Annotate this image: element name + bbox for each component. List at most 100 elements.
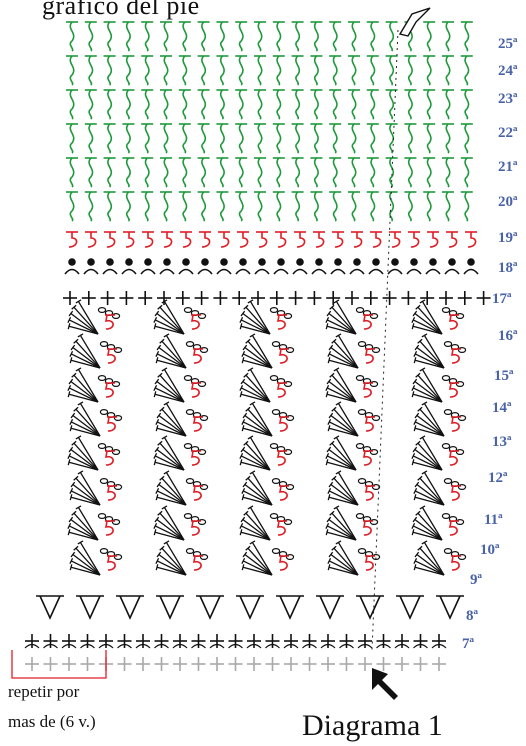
fan-stitch-group: [69, 540, 123, 576]
double-crochet-stitch: [235, 123, 248, 154]
single-crochet-stitch: [175, 291, 190, 305]
single-crochet-stitch: [63, 291, 77, 305]
fan-stitch-group: [327, 470, 381, 506]
fan-stitch-group: [411, 435, 465, 471]
row-label: 21ª: [498, 159, 518, 175]
row-label: 10ª: [480, 542, 500, 558]
double-crochet-stitch: [66, 21, 78, 52]
fan-stitch-group: [325, 435, 379, 471]
double-crochet-stitch: [235, 191, 248, 222]
double-crochet-stitch: [404, 191, 417, 222]
double-crochet-stitch: [423, 89, 436, 120]
fan-stitch-group: [69, 470, 123, 506]
bobble-stitch: [216, 258, 232, 275]
double-crochet-stitch: [291, 157, 304, 188]
double-crochet-stitch: [216, 157, 229, 188]
bobble-stitch: [349, 258, 365, 275]
fan-stitch-group: [155, 333, 209, 369]
bobble-stitch: [159, 258, 175, 275]
double-crochet-stitch: [178, 157, 191, 188]
post-stitch: [180, 231, 192, 248]
post-stitch: [218, 231, 230, 248]
v-stitch: [236, 595, 264, 620]
arrow-up-left-icon: [372, 668, 398, 700]
post-stitch: [313, 231, 325, 248]
row-label: 25ª: [498, 36, 518, 52]
red-puff-stitch: [365, 485, 375, 501]
double-crochet-stitch: [216, 21, 229, 52]
single-crochet-stitch: [432, 634, 446, 648]
fan-stitch-group: [69, 401, 123, 437]
fan-stitch-group: [413, 401, 467, 437]
double-crochet-stitch: [423, 55, 436, 86]
double-crochet-stitch: [178, 89, 191, 120]
double-crochet-stitch: [442, 21, 454, 52]
base-chain-stitch: [358, 657, 372, 671]
single-crochet-stitch: [251, 291, 265, 305]
double-crochet-stitch: [122, 89, 135, 120]
fan-stitch-group: [69, 333, 123, 369]
red-puff-stitch: [105, 314, 115, 330]
fan-stitch-group: [239, 367, 293, 403]
double-crochet-stitch: [235, 55, 248, 86]
double-crochet-stitch: [385, 55, 398, 86]
double-crochet-stitch: [254, 21, 266, 52]
single-crochet-stitch: [62, 634, 76, 648]
double-crochet-stitch: [272, 21, 285, 52]
double-crochet-stitch: [122, 55, 135, 86]
double-crochet-stitch: [348, 191, 360, 222]
fan-stitch-group: [155, 470, 209, 506]
base-chain-stitch: [173, 657, 187, 671]
single-crochet-stitch: [284, 634, 298, 648]
double-crochet-stitch: [291, 123, 304, 154]
double-crochet-stitch: [197, 89, 210, 120]
single-crochet-stitch: [382, 291, 397, 305]
post-stitch: [123, 231, 135, 248]
red-puff-stitch: [191, 314, 201, 330]
double-crochet-stitch: [197, 21, 210, 52]
single-crochet-stitch: [194, 291, 209, 305]
double-crochet-stitch: [216, 123, 229, 154]
red-puff-stitch: [365, 555, 375, 571]
bobble-stitch: [140, 258, 156, 275]
fan-stitch-group: [325, 367, 379, 403]
fan-stitch-group: [153, 435, 207, 471]
double-crochet-stitch: [404, 157, 417, 188]
single-crochet-stitch: [99, 634, 113, 648]
bobble-stitch: [83, 258, 99, 275]
post-stitch: [446, 231, 458, 248]
fan-stitch-group: [153, 505, 207, 541]
double-crochet-stitch: [103, 157, 116, 188]
double-crochet-stitch: [348, 123, 360, 154]
repeat-note-line1: repetir por: [8, 682, 80, 701]
bobble-stitch: [254, 258, 270, 275]
double-crochet-stitch: [103, 123, 116, 154]
double-crochet-stitch: [423, 191, 436, 222]
arrow-down-right-outline-icon: [398, 7, 431, 37]
double-crochet-stitch: [291, 21, 304, 52]
row-label: 7ª: [462, 636, 475, 652]
double-crochet-stitch: [122, 123, 135, 154]
red-puff-stitch: [191, 382, 201, 398]
double-crochet-stitch: [291, 89, 304, 120]
red-puff-stitch: [279, 348, 289, 364]
diagram-title: Diagrama 1: [302, 709, 443, 742]
double-crochet-stitch: [160, 55, 172, 86]
v-stitch: [436, 595, 464, 620]
fan-stitch-group: [413, 333, 467, 369]
double-crochet-stitch: [348, 89, 360, 120]
base-chain-stitch: [228, 657, 243, 671]
double-crochet-stitch: [310, 191, 323, 222]
double-crochet-stitch: [103, 191, 116, 222]
double-crochet-stitch: [366, 21, 379, 52]
double-crochet-stitch: [404, 123, 417, 154]
double-crochet-stitch: [141, 55, 154, 86]
single-crochet-stitch: [136, 634, 150, 648]
double-crochet-stitch: [141, 157, 154, 188]
repeat-bracket: [11, 650, 107, 679]
double-crochet-stitch: [254, 55, 266, 86]
red-puff-stitch: [107, 348, 117, 364]
bobble-stitch: [311, 258, 327, 275]
fan-stitch-group: [327, 401, 381, 437]
double-crochet-stitch: [66, 89, 78, 120]
